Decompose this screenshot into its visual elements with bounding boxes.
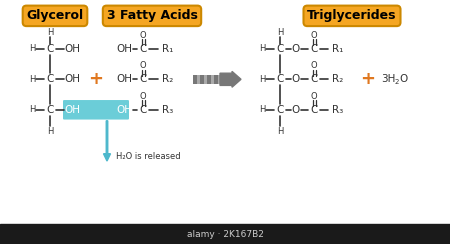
Text: R₁: R₁ — [332, 44, 344, 54]
Text: OH: OH — [116, 74, 132, 84]
Text: O: O — [140, 61, 146, 70]
Text: C: C — [310, 74, 318, 84]
Text: O: O — [310, 92, 317, 101]
Bar — [214, 75, 217, 83]
Text: C: C — [140, 105, 147, 115]
Text: 2: 2 — [395, 79, 400, 85]
FancyArrow shape — [104, 121, 111, 161]
Text: H: H — [47, 29, 53, 37]
Text: C: C — [140, 74, 147, 84]
Bar — [0, 224, 450, 244]
Text: C: C — [276, 105, 284, 115]
Text: H: H — [277, 29, 283, 37]
Text: H: H — [29, 75, 35, 84]
Text: R₃: R₃ — [162, 105, 174, 115]
Bar — [193, 75, 197, 83]
Text: C: C — [46, 74, 54, 84]
Text: C: C — [46, 105, 54, 115]
Text: OH: OH — [64, 105, 80, 115]
Text: R₁: R₁ — [162, 44, 174, 54]
Text: OH: OH — [64, 74, 80, 84]
Text: O: O — [292, 105, 300, 115]
FancyArrow shape — [220, 71, 241, 87]
Text: C: C — [310, 44, 318, 54]
Text: R₂: R₂ — [333, 74, 344, 84]
Text: OH: OH — [64, 44, 80, 54]
Text: H: H — [29, 44, 35, 53]
Text: H: H — [29, 105, 35, 114]
Text: OH: OH — [116, 105, 132, 115]
Text: alamy · 2K167B2: alamy · 2K167B2 — [187, 230, 263, 239]
Text: +: + — [360, 70, 375, 88]
Text: C: C — [276, 44, 284, 54]
Text: H: H — [259, 44, 265, 53]
Bar — [211, 75, 214, 83]
Text: H: H — [47, 127, 53, 136]
Text: O: O — [310, 31, 317, 40]
Text: O: O — [292, 74, 300, 84]
Bar — [203, 75, 207, 83]
Text: Glycerol: Glycerol — [27, 9, 84, 22]
Bar — [217, 75, 221, 83]
Text: H: H — [259, 75, 265, 84]
Text: H: H — [259, 105, 265, 114]
Text: O: O — [292, 44, 300, 54]
Text: Triglycerides: Triglycerides — [307, 9, 397, 22]
Text: C: C — [276, 74, 284, 84]
Text: R₂: R₂ — [162, 74, 174, 84]
Text: C: C — [46, 44, 54, 54]
Text: C: C — [140, 44, 147, 54]
Text: +: + — [89, 70, 104, 88]
Text: OH: OH — [116, 44, 132, 54]
Text: C: C — [310, 105, 318, 115]
Bar — [200, 75, 203, 83]
Text: O: O — [140, 92, 146, 101]
Bar — [197, 75, 200, 83]
Text: O: O — [310, 61, 317, 70]
Text: O: O — [140, 31, 146, 40]
Text: H₂O is released: H₂O is released — [116, 152, 180, 161]
FancyBboxPatch shape — [63, 100, 129, 120]
Text: O: O — [399, 74, 407, 84]
Bar — [207, 75, 211, 83]
Text: 3 Fatty Acids: 3 Fatty Acids — [107, 9, 198, 22]
Text: H: H — [277, 127, 283, 136]
Text: 3H: 3H — [381, 74, 396, 84]
Text: R₃: R₃ — [333, 105, 344, 115]
